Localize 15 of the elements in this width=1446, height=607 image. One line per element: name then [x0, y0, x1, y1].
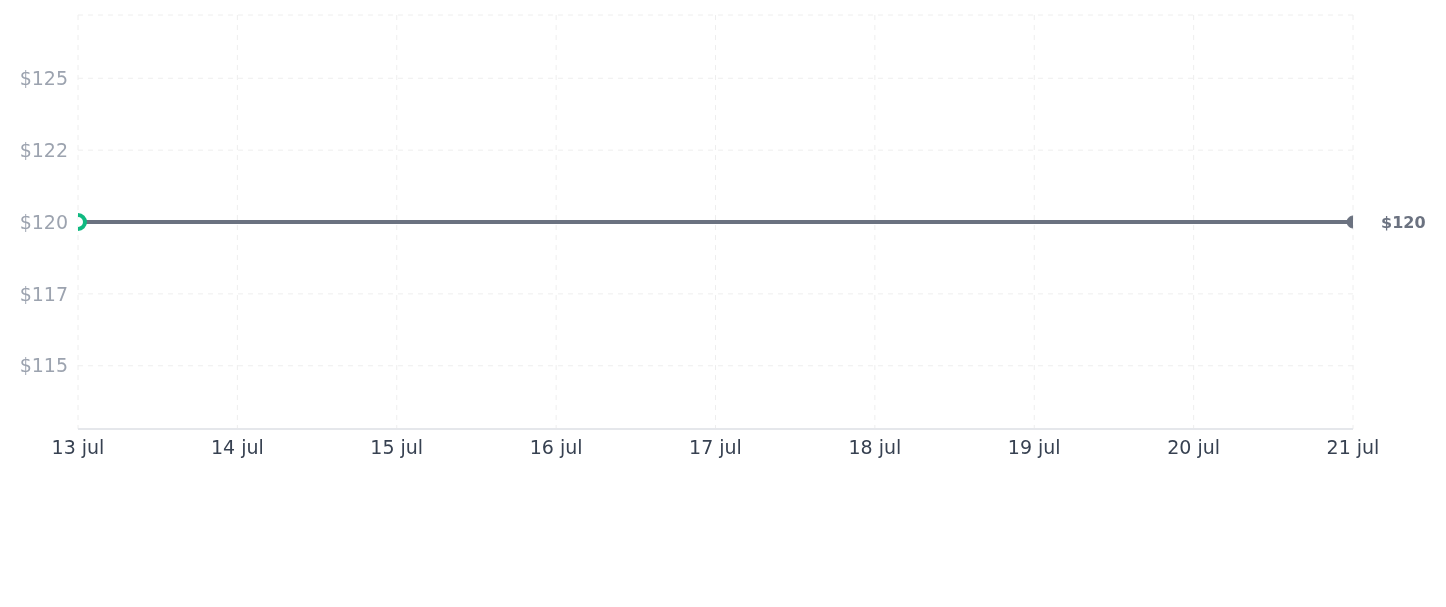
x-tick-label: 21 jul	[1326, 436, 1380, 459]
x-tick-label: 20 jul	[1167, 436, 1221, 459]
y-tick-label: $115	[19, 354, 68, 377]
y-tick-label: $122	[19, 138, 68, 161]
x-tick-label: 19 jul	[1007, 436, 1061, 459]
x-tick-label: 14 jul	[210, 436, 264, 459]
x-tick-label: 18 jul	[848, 436, 902, 459]
y-tick-label: $117	[19, 282, 68, 305]
y-tick-label: $125	[19, 67, 68, 89]
x-tick-label: 13 jul	[51, 436, 105, 459]
x-tick-label: 17 jul	[689, 436, 742, 459]
x-tick-label: 15 jul	[370, 436, 424, 459]
x-tick-label: 16 jul	[529, 436, 583, 459]
y-tick-label: $120	[19, 210, 68, 233]
data-label: $120	[1381, 212, 1426, 232]
